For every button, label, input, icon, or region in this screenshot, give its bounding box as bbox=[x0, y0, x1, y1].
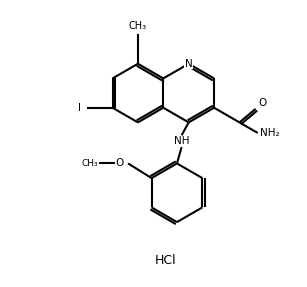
Text: N: N bbox=[185, 59, 192, 69]
Text: O: O bbox=[258, 98, 267, 108]
Text: NH: NH bbox=[174, 136, 189, 146]
Text: NH₂: NH₂ bbox=[260, 128, 280, 138]
Text: CH₃: CH₃ bbox=[82, 159, 98, 168]
Text: HCl: HCl bbox=[154, 254, 176, 267]
Text: I: I bbox=[78, 103, 81, 113]
Text: CH₃: CH₃ bbox=[129, 21, 147, 31]
Text: O: O bbox=[116, 158, 124, 168]
